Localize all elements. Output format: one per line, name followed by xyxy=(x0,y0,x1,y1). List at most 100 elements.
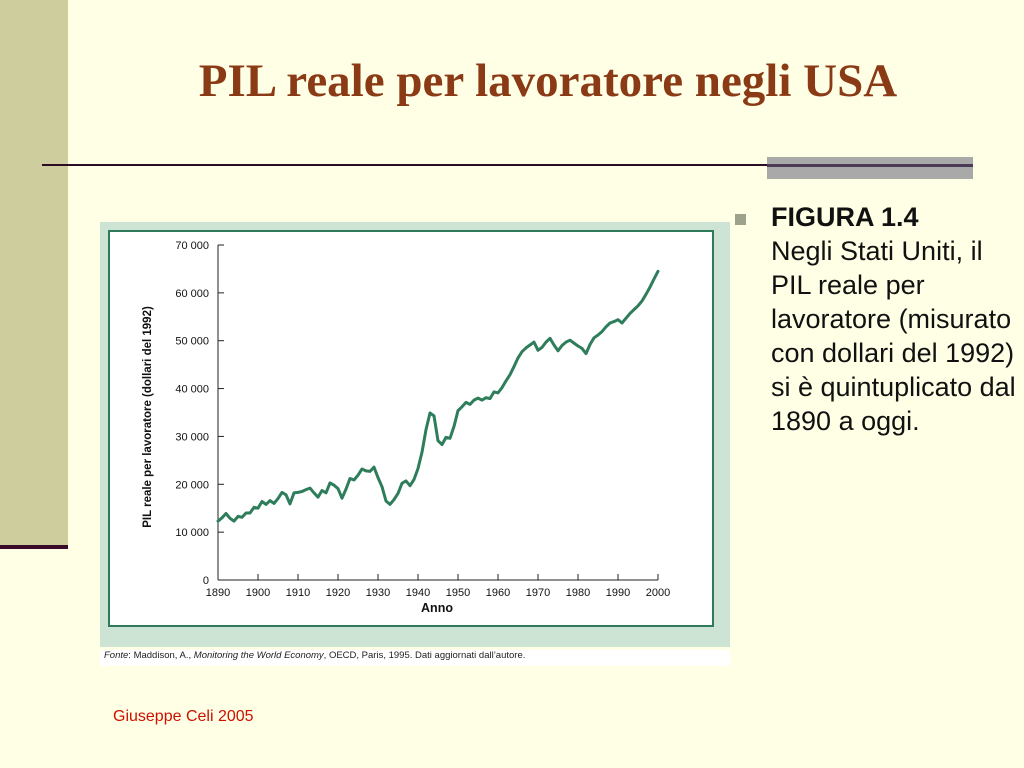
x-tick-label: 2000 xyxy=(646,587,670,599)
x-tick-label: 1980 xyxy=(566,587,590,599)
data-point xyxy=(621,322,623,324)
data-point xyxy=(625,317,627,320)
data-point xyxy=(245,512,247,514)
x-tick-label: 1970 xyxy=(526,587,550,599)
data-point xyxy=(617,318,619,321)
data-point xyxy=(645,293,647,296)
data-point xyxy=(269,499,271,502)
data-point xyxy=(453,425,455,428)
data-point xyxy=(265,503,267,506)
data-point xyxy=(361,468,363,470)
data-point xyxy=(321,489,323,492)
data-point xyxy=(337,487,339,490)
data-point xyxy=(629,312,631,315)
data-point xyxy=(573,342,575,344)
data-point xyxy=(305,488,307,491)
data-point xyxy=(221,516,223,519)
x-tick-label: 1990 xyxy=(606,587,630,599)
data-point xyxy=(609,322,611,324)
source-prefix: Fonte xyxy=(104,650,129,661)
data-point xyxy=(289,503,291,505)
data-point xyxy=(349,477,351,480)
data-point xyxy=(405,480,407,482)
data-point xyxy=(505,380,507,382)
data-point xyxy=(449,437,451,440)
data-point xyxy=(585,352,587,355)
data-point xyxy=(613,320,615,323)
data-point xyxy=(381,485,383,488)
data-point xyxy=(561,344,563,347)
x-tick-label: 1890 xyxy=(206,587,230,599)
data-point xyxy=(593,337,595,339)
data-point xyxy=(313,492,315,494)
data-point xyxy=(473,399,475,401)
x-tick-label: 1930 xyxy=(366,587,390,599)
data-point xyxy=(597,334,599,336)
data-point xyxy=(557,349,559,352)
data-point xyxy=(421,451,423,454)
x-axis: 1890 1900 1910 1920 1930 1940 1950 1960 1970 1980… xyxy=(206,574,670,599)
data-point xyxy=(461,405,463,408)
data-point xyxy=(433,415,435,417)
data-point xyxy=(249,512,251,514)
data-point xyxy=(637,304,639,307)
data-point xyxy=(485,396,487,399)
data-point xyxy=(373,466,375,468)
data-point xyxy=(457,409,459,412)
data-point xyxy=(493,391,495,393)
figure-label: FIGURA 1.4 xyxy=(771,202,919,232)
data-point xyxy=(385,500,387,502)
data-point xyxy=(537,349,539,352)
data-point xyxy=(401,482,403,485)
data-point xyxy=(569,339,571,342)
data-point xyxy=(501,386,503,389)
title-decor-line xyxy=(767,164,973,167)
data-point xyxy=(465,401,467,404)
data-point xyxy=(649,286,651,288)
data-point xyxy=(481,399,483,401)
data-point xyxy=(417,467,419,470)
data-point xyxy=(541,346,543,349)
data-point xyxy=(301,490,303,493)
data-point xyxy=(409,484,411,487)
data-point xyxy=(297,491,299,494)
data-point xyxy=(365,470,367,472)
data-point xyxy=(257,507,259,510)
data-point xyxy=(293,492,295,494)
data-point xyxy=(353,479,355,481)
data-point xyxy=(425,428,427,431)
data-point xyxy=(277,497,279,500)
y-tick-label: 0 xyxy=(203,575,209,587)
y-tick-label: 50 000 xyxy=(175,336,209,348)
source-text-b: , OECD, Paris, 1995. Dati aggiornati dal… xyxy=(323,650,526,661)
data-point xyxy=(565,341,567,343)
data-point xyxy=(237,515,239,518)
x-tick-label: 1950 xyxy=(446,587,470,599)
y-axis-label: PIL reale per lavoratore (dollari del 19… xyxy=(142,306,154,528)
data-point xyxy=(389,503,391,506)
x-tick-label: 1960 xyxy=(486,587,510,599)
data-point xyxy=(489,397,491,400)
data-point xyxy=(469,403,471,406)
slide-title: PIL reale per lavoratore negli USA xyxy=(198,55,898,107)
bullet-square-icon xyxy=(735,214,746,225)
data-point xyxy=(253,506,255,509)
data-point xyxy=(437,439,439,442)
data-point xyxy=(605,326,607,328)
y-tick-label: 30 000 xyxy=(175,431,209,443)
data-point xyxy=(601,330,603,333)
data-point xyxy=(641,300,643,302)
data-point xyxy=(309,487,311,489)
data-point xyxy=(345,488,347,490)
data-point xyxy=(441,443,443,446)
x-tick-label: 1910 xyxy=(286,587,310,599)
data-point xyxy=(525,347,527,349)
data-point xyxy=(217,520,219,522)
data-point xyxy=(577,345,579,347)
figure-frame xyxy=(108,230,714,627)
data-point xyxy=(281,491,283,494)
data-point xyxy=(429,412,431,414)
x-tick-label: 1920 xyxy=(326,587,350,599)
data-point xyxy=(397,492,399,495)
